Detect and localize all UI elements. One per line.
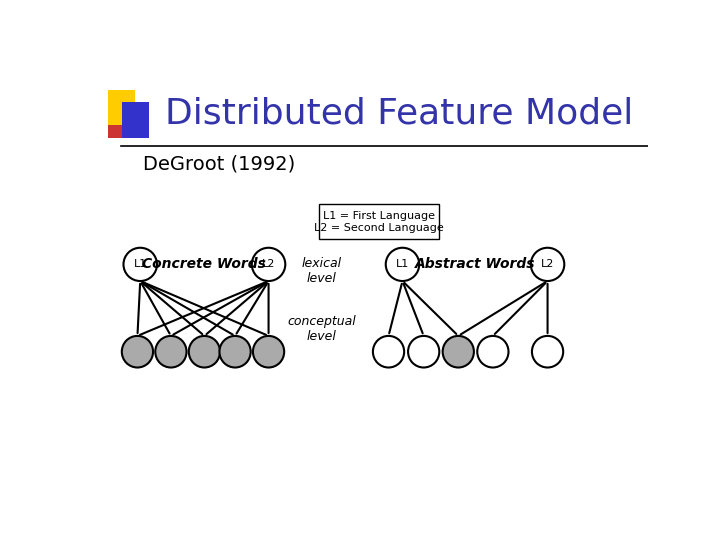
- Ellipse shape: [122, 336, 153, 368]
- Text: L2: L2: [541, 259, 554, 269]
- Ellipse shape: [124, 248, 157, 281]
- Text: L1 = First Language
L2 = Second Language: L1 = First Language L2 = Second Language: [314, 211, 444, 233]
- Ellipse shape: [252, 248, 285, 281]
- Text: L2: L2: [262, 259, 275, 269]
- Ellipse shape: [408, 336, 439, 368]
- Ellipse shape: [253, 336, 284, 368]
- Text: Distributed Feature Model: Distributed Feature Model: [166, 97, 634, 131]
- Text: Concrete Words: Concrete Words: [143, 258, 266, 272]
- FancyBboxPatch shape: [319, 204, 438, 239]
- Ellipse shape: [189, 336, 220, 368]
- FancyBboxPatch shape: [122, 102, 149, 138]
- Text: conceptual
level: conceptual level: [287, 315, 356, 343]
- Ellipse shape: [386, 248, 419, 281]
- Text: L1: L1: [396, 259, 409, 269]
- Ellipse shape: [373, 336, 404, 368]
- Ellipse shape: [477, 336, 508, 368]
- FancyBboxPatch shape: [109, 118, 131, 138]
- FancyBboxPatch shape: [109, 90, 135, 125]
- Ellipse shape: [531, 248, 564, 281]
- Text: L1: L1: [134, 259, 147, 269]
- Text: Abstract Words: Abstract Words: [415, 258, 535, 272]
- Text: DeGroot (1992): DeGroot (1992): [143, 154, 295, 173]
- Ellipse shape: [220, 336, 251, 368]
- Ellipse shape: [532, 336, 563, 368]
- Text: lexical
level: lexical level: [302, 256, 341, 285]
- Ellipse shape: [443, 336, 474, 368]
- Ellipse shape: [156, 336, 186, 368]
